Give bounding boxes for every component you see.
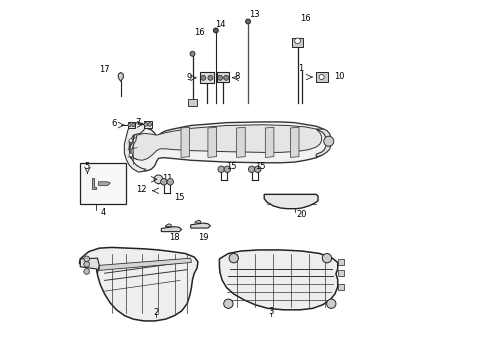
Circle shape [154, 175, 163, 184]
Circle shape [128, 123, 131, 127]
Circle shape [190, 51, 195, 56]
Bar [337, 259, 344, 265]
Bar [199, 72, 214, 83]
Polygon shape [92, 178, 96, 189]
Bar [315, 72, 327, 82]
Polygon shape [290, 127, 298, 157]
Text: 16: 16 [300, 14, 310, 23]
Polygon shape [128, 122, 328, 171]
Circle shape [83, 261, 89, 267]
Bar [187, 99, 197, 106]
Polygon shape [99, 182, 110, 185]
Polygon shape [195, 220, 201, 223]
Circle shape [319, 75, 324, 80]
Polygon shape [219, 250, 337, 310]
Text: 1: 1 [298, 64, 303, 73]
Text: 12: 12 [136, 185, 146, 194]
Circle shape [223, 299, 233, 309]
Text: 3: 3 [268, 307, 273, 316]
Circle shape [160, 179, 167, 185]
Polygon shape [80, 258, 99, 273]
Polygon shape [161, 226, 182, 231]
Circle shape [245, 19, 250, 24]
Text: 10: 10 [334, 72, 344, 81]
Circle shape [213, 28, 218, 33]
Polygon shape [80, 247, 198, 321]
Text: 11: 11 [162, 174, 172, 183]
Text: 14: 14 [214, 19, 225, 28]
Circle shape [201, 75, 205, 80]
Circle shape [129, 139, 132, 142]
Circle shape [224, 166, 230, 172]
Polygon shape [316, 129, 330, 157]
Text: 18: 18 [169, 233, 180, 242]
FancyBboxPatch shape [80, 163, 125, 204]
Circle shape [294, 38, 300, 44]
Text: 15: 15 [174, 193, 184, 202]
Circle shape [223, 75, 228, 80]
Text: 16: 16 [194, 28, 204, 37]
Circle shape [248, 166, 254, 172]
Polygon shape [190, 223, 210, 228]
Polygon shape [132, 125, 321, 160]
Polygon shape [207, 127, 216, 157]
Circle shape [83, 269, 89, 274]
Text: 9: 9 [186, 73, 191, 82]
Text: 2: 2 [153, 308, 158, 317]
Bar [143, 121, 151, 128]
Circle shape [207, 75, 212, 80]
Text: 8: 8 [234, 72, 240, 81]
Circle shape [129, 153, 132, 157]
Text: 19: 19 [197, 233, 208, 242]
Text: 17: 17 [99, 66, 110, 75]
Polygon shape [99, 258, 191, 270]
Circle shape [323, 136, 333, 146]
Circle shape [217, 75, 222, 80]
Circle shape [322, 253, 331, 263]
Text: 13: 13 [249, 10, 259, 19]
Polygon shape [236, 127, 244, 157]
Polygon shape [118, 72, 123, 81]
Bar [127, 122, 135, 128]
Circle shape [147, 123, 151, 126]
Text: 6: 6 [111, 119, 116, 128]
Text: 7: 7 [135, 118, 141, 127]
Circle shape [132, 123, 135, 127]
Circle shape [228, 253, 238, 263]
Circle shape [218, 166, 224, 172]
Circle shape [254, 166, 261, 172]
Text: 15: 15 [255, 162, 265, 171]
Polygon shape [265, 127, 273, 157]
Text: 5: 5 [84, 162, 90, 171]
Polygon shape [264, 194, 317, 209]
Bar [337, 284, 344, 291]
Bar [216, 72, 229, 82]
Circle shape [83, 256, 89, 262]
Bar [292, 39, 303, 47]
Text: 15: 15 [225, 162, 236, 171]
Text: 4: 4 [101, 208, 106, 217]
Text: 20: 20 [296, 210, 306, 219]
Circle shape [326, 299, 335, 309]
Polygon shape [124, 123, 145, 172]
Polygon shape [181, 127, 189, 157]
Polygon shape [165, 224, 171, 226]
Circle shape [143, 123, 147, 126]
Circle shape [167, 179, 173, 185]
Bar [337, 270, 344, 276]
